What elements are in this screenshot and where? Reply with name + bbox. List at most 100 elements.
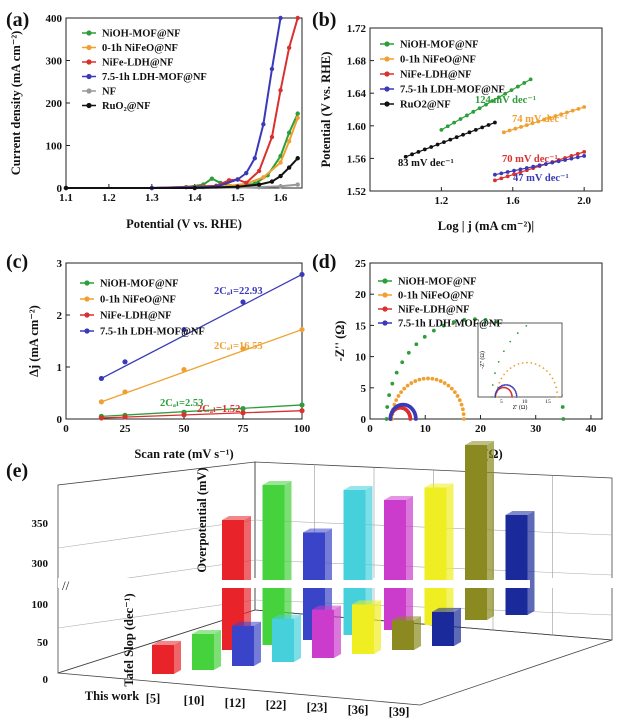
panel-e-break-mark: // — [62, 578, 70, 593]
panel-d-inset-point — [506, 370, 509, 372]
panel-a-point — [244, 180, 249, 186]
panel-a-legend-marker — [86, 44, 92, 51]
panel-a-point — [295, 156, 300, 161]
panel-c-point — [299, 408, 305, 414]
panel-e-bar-overpotential-top — [424, 483, 454, 488]
panel-e-bar-tafel — [272, 618, 294, 662]
panel-d-inset-point — [551, 377, 554, 380]
panel-c-fit-line — [101, 328, 303, 403]
panel-d-ytick-label: 20 — [355, 289, 367, 301]
panel-e-ytick-label: 100 — [32, 599, 49, 611]
panel-e-bar-tafel-top — [272, 614, 301, 619]
panel-c-fit-line — [101, 410, 303, 419]
panel-a-xtick-label: 1.1 — [59, 192, 73, 204]
panel-d-point — [409, 381, 414, 385]
panel-d-inset-point — [508, 384, 510, 387]
panel-a-point — [278, 88, 283, 93]
panel-b-legend-marker — [384, 86, 390, 92]
panel-d-point — [461, 412, 466, 417]
panel-d-inset-tick: 15 — [545, 399, 551, 405]
panel-e-bar-tafel-side — [454, 607, 461, 646]
panel-e-bar-tafel — [432, 611, 454, 646]
panel-d-inset-point — [497, 360, 500, 363]
panel-a-point — [209, 176, 215, 181]
panel-c-ytick-label: 3 — [57, 258, 63, 270]
panel-b-legend-marker — [384, 71, 390, 77]
panel-e-bar-tafel-top — [192, 630, 221, 635]
panel-e-category-label: [23] — [307, 701, 328, 715]
panel-d-inset-point — [553, 381, 556, 384]
panel-b-ytick-label: 1.52 — [347, 186, 367, 198]
panel-c-point — [299, 402, 305, 408]
panel-e-category-label: [39] — [389, 705, 410, 719]
panel-d-point — [387, 393, 392, 398]
panel-d-inset-point — [494, 372, 496, 375]
panel-c-cdl-label: 2Cₐₗ=16.55 — [214, 341, 263, 352]
panel-b-ytick-label: 1.72 — [347, 23, 367, 35]
panel-c-cdl-label: 2Cₐₗ=22.93 — [214, 286, 263, 297]
panel-d-point — [462, 317, 467, 322]
panel-b-xtick-label: 1.2 — [435, 195, 449, 207]
panel-e-bar-overpotential — [343, 490, 366, 635]
panel-d-inset-point — [556, 391, 558, 394]
panel-d-point — [413, 417, 418, 421]
panel-d-point — [449, 386, 454, 391]
panel-d-inset-point — [515, 394, 518, 397]
panel-d-point — [483, 317, 488, 322]
panel-b-slope-label: 74 mV dec⁻¹ — [512, 114, 568, 125]
panel-d-xtick-label: 20 — [475, 423, 487, 435]
panel-a-point — [295, 115, 300, 121]
panel-d-legend-label: 0-1h NiFeO@NF — [398, 291, 474, 302]
panel-d-inset-xlabel: Z' (Ω) — [513, 404, 528, 411]
panel-e-bar-overpotential-side — [446, 483, 454, 625]
panel-d-inset-point — [494, 392, 497, 395]
panel-e-bar-tafel-top — [392, 616, 421, 621]
panel-e-bar-overpotential-side — [487, 441, 494, 620]
panel-e-ytick-label: 0 — [43, 674, 49, 686]
panel-b-legend-label: RuO2@NF — [400, 100, 451, 111]
panel-c-point — [299, 271, 305, 278]
panel-d-inset-point — [491, 384, 494, 386]
panel-b-legend-marker — [384, 101, 390, 107]
panel-d-point — [408, 417, 413, 421]
panel-a-point — [286, 165, 292, 170]
panel-d-point — [399, 390, 404, 395]
panel-d-inset-point — [494, 396, 497, 398]
panel-d-frame — [369, 262, 603, 420]
panel-b-legend-label: 7.5-1h LDH-MOF@NF — [400, 85, 505, 96]
panel-a-xtick-label: 1.4 — [188, 192, 202, 204]
panel-d-ytick-label: 5 — [361, 383, 367, 395]
panel-b-xtick-label: 1.6 — [506, 195, 520, 207]
panel-d-legend-marker — [382, 278, 388, 284]
panel-c-xtick-label: 75 — [238, 423, 250, 435]
panel-e-bar-overpotential-top — [262, 481, 292, 485]
panel-e-bar-tafel-side — [414, 616, 421, 650]
panel-d-inset-point — [526, 361, 528, 364]
panel-a-point — [252, 156, 257, 161]
panel-e-bar-overpotential — [384, 500, 406, 630]
panel-d-point — [406, 350, 411, 355]
panel-e-ytick-label: 350 — [32, 518, 49, 530]
panel-c-point — [299, 326, 305, 333]
panel-d-point — [390, 381, 395, 386]
panel-c-legend-marker — [84, 296, 90, 302]
panel-e-bar-tafel — [152, 644, 174, 674]
panel-d-inset-point — [514, 391, 517, 393]
panel-c-point — [122, 359, 128, 365]
panel-b-frame — [369, 27, 603, 192]
panel-c-point — [181, 412, 187, 418]
panel-c-point — [122, 389, 128, 395]
panel-b-legend-marker — [384, 41, 390, 47]
panel-e-bar-overpotential — [465, 445, 487, 620]
panel-d-xtick-label: 30 — [530, 423, 542, 435]
panel-d-point — [473, 317, 477, 322]
panel-d-inset-point — [502, 350, 505, 353]
panel-c-legend-marker — [84, 280, 90, 286]
panel-d-inset-point — [500, 377, 503, 380]
panel-d-point — [452, 390, 457, 395]
panel-a-point — [278, 15, 283, 21]
panel-c-legend-label: NiFe-LDH@NF — [100, 311, 172, 322]
panel-d-ytick-label: 0 — [361, 414, 367, 426]
panel-d-point — [438, 379, 443, 383]
